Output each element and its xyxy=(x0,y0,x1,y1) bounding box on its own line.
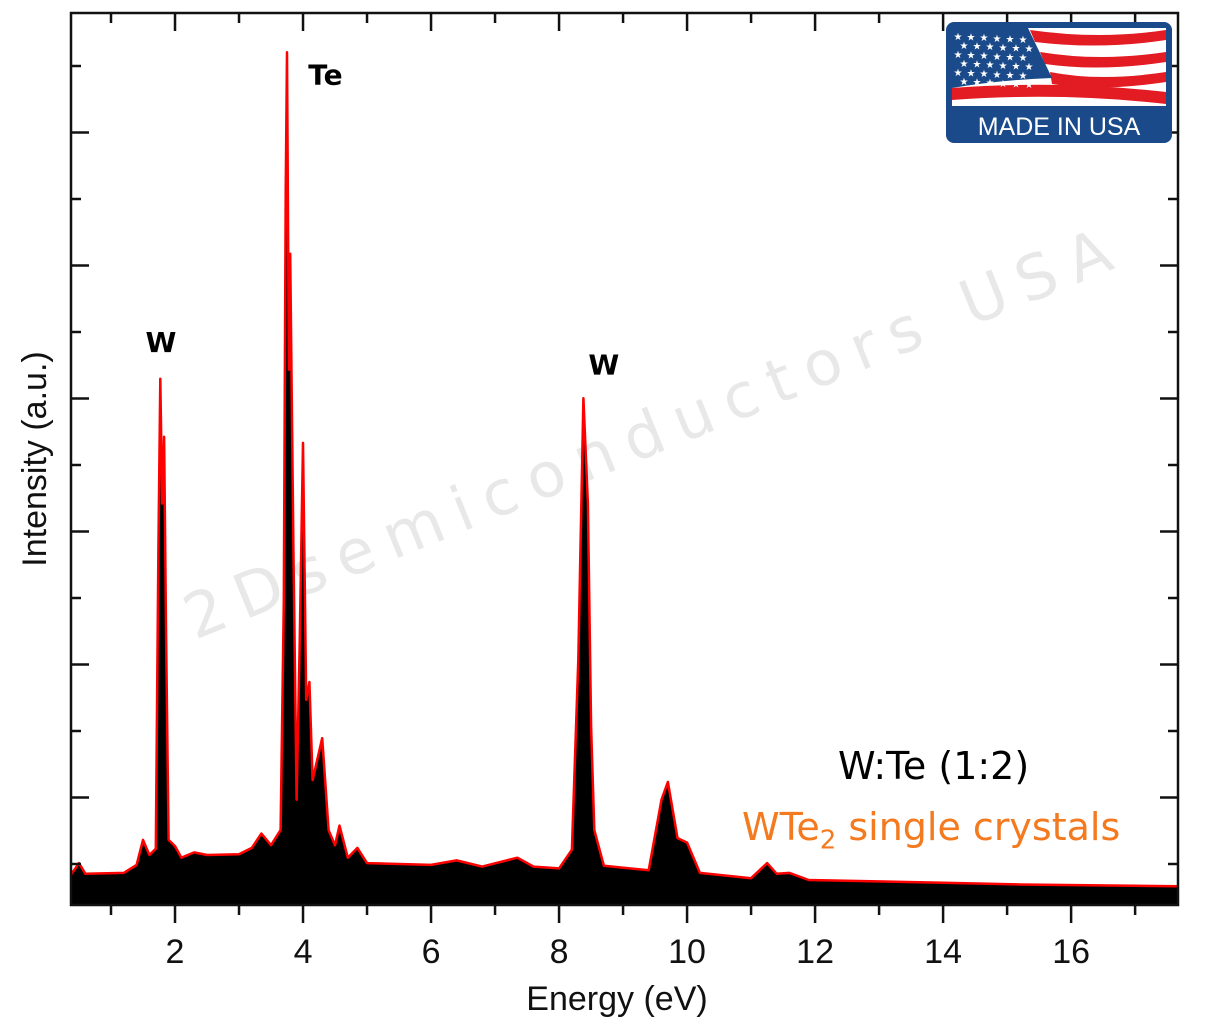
x-tick-label: 14 xyxy=(924,933,962,971)
plot-frame xyxy=(69,11,1180,907)
star-icon: ★ xyxy=(993,70,1002,81)
star-icon: ★ xyxy=(986,42,995,53)
star-icon: ★ xyxy=(960,77,969,88)
star-icon: ★ xyxy=(1019,53,1028,64)
x-tick-label: 2 xyxy=(166,933,185,971)
star-icon: ★ xyxy=(980,51,989,62)
star-icon: ★ xyxy=(999,79,1008,90)
badge-text: MADE IN USA xyxy=(978,113,1141,141)
x-tick-labels: 2 4 6 8 10 12 14 16 xyxy=(166,933,1090,971)
star-icon: ★ xyxy=(986,60,995,71)
star-icon: ★ xyxy=(1025,44,1034,55)
axis-ticks xyxy=(71,13,1178,923)
star-icon: ★ xyxy=(1025,80,1034,91)
star-icon: ★ xyxy=(1019,71,1028,82)
star-icon: ★ xyxy=(993,34,1002,45)
star-icon: ★ xyxy=(1006,34,1015,45)
flag-canton xyxy=(952,28,1052,88)
watermark: 2Dsemiconductors USA xyxy=(173,209,1134,654)
star-icon: ★ xyxy=(980,33,989,44)
star-icon: ★ xyxy=(967,51,976,62)
star-icon: ★ xyxy=(954,68,963,79)
star-icon: ★ xyxy=(973,60,982,71)
peak-label: W xyxy=(145,326,176,359)
x-tick-label: 16 xyxy=(1052,933,1090,971)
made-in-usa-badge: ★ ★ ★ ★ ★ ★★ ★ ★ ★ ★ ★★ ★ ★ ★ ★ ★★ ★ ★ ★ ★ ★★ ★ ★ ★ ★ ★★ ★ ★ ★ ★ ★ MAD… xyxy=(946,22,1172,143)
star-icon: ★ xyxy=(1006,52,1015,63)
star-icon: ★ xyxy=(1012,43,1021,54)
material-rest: single crystals xyxy=(836,805,1121,849)
star-icon: ★ xyxy=(993,52,1002,63)
peak-annotations: W Te W xyxy=(145,58,619,381)
star-icon: ★ xyxy=(973,78,982,89)
star-icon: ★ xyxy=(967,33,976,44)
star-icon: ★ xyxy=(954,50,963,61)
star-icon: ★ xyxy=(1012,79,1021,90)
plot-area xyxy=(69,50,1179,905)
flag-stripes xyxy=(952,30,1166,104)
star-icon: ★ xyxy=(1025,62,1034,73)
star-icon: ★ xyxy=(954,32,963,43)
peak-label: W xyxy=(588,348,619,381)
x-tick-label: 6 xyxy=(422,933,441,971)
spectrum-line xyxy=(69,50,1179,888)
star-icon: ★ xyxy=(1006,70,1015,81)
flag-stars: ★ ★ ★ ★ ★ ★★ ★ ★ ★ ★ ★★ ★ ★ ★ ★ ★★ ★ ★ ★ ★ ★★ ★ ★ ★ ★ ★★ ★ ★ ★ ★ ★ xyxy=(954,32,1034,91)
star-icon: ★ xyxy=(960,41,969,52)
peak-label: Te xyxy=(308,58,342,91)
star-icon: ★ xyxy=(986,78,995,89)
material-main: WTe xyxy=(742,805,820,849)
x-tick-label: 4 xyxy=(294,933,313,971)
star-icon: ★ xyxy=(967,69,976,80)
star-icon: ★ xyxy=(980,69,989,80)
ratio-label: W:Te (1:2) xyxy=(838,744,1030,788)
star-icon: ★ xyxy=(999,61,1008,72)
x-tick-label: 10 xyxy=(668,933,706,971)
material-subscript: 2 xyxy=(819,825,837,856)
x-tick-label: 12 xyxy=(796,933,834,971)
star-icon: ★ xyxy=(1019,35,1028,46)
material-label: WTe2 single crystals xyxy=(742,805,1120,856)
star-icon: ★ xyxy=(960,59,969,70)
star-icon: ★ xyxy=(999,43,1008,54)
star-icon: ★ xyxy=(1012,61,1021,72)
y-axis-title: Intensity (a.u.) xyxy=(16,351,54,566)
star-icon: ★ xyxy=(973,42,982,53)
x-tick-label: 8 xyxy=(550,933,569,971)
x-axis-title: Energy (eV) xyxy=(526,980,707,1018)
